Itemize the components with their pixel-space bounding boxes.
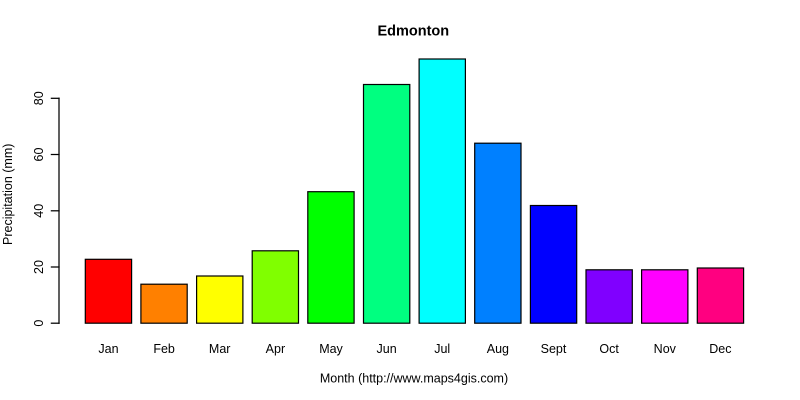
svg-text:Mar: Mar bbox=[209, 342, 231, 356]
svg-text:Precipitation (mm): Precipitation (mm) bbox=[1, 144, 15, 245]
svg-text:Nov: Nov bbox=[654, 342, 677, 356]
svg-text:20: 20 bbox=[32, 260, 46, 274]
svg-text:Apr: Apr bbox=[266, 342, 285, 356]
svg-text:Aug: Aug bbox=[487, 342, 509, 356]
svg-text:Oct: Oct bbox=[599, 342, 619, 356]
svg-text:80: 80 bbox=[32, 91, 46, 105]
svg-text:Dec: Dec bbox=[709, 342, 731, 356]
svg-text:0: 0 bbox=[32, 320, 46, 327]
svg-text:Edmonton: Edmonton bbox=[377, 24, 449, 40]
svg-text:Jan: Jan bbox=[98, 342, 118, 356]
svg-text:Month (http://www.maps4gis.com: Month (http://www.maps4gis.com) bbox=[320, 371, 508, 385]
svg-text:Jul: Jul bbox=[434, 342, 450, 356]
svg-text:May: May bbox=[319, 342, 343, 356]
svg-text:40: 40 bbox=[32, 204, 46, 218]
svg-text:60: 60 bbox=[32, 148, 46, 162]
svg-text:Jun: Jun bbox=[377, 342, 397, 356]
svg-text:Sept: Sept bbox=[541, 342, 567, 356]
svg-text:Feb: Feb bbox=[153, 342, 175, 356]
